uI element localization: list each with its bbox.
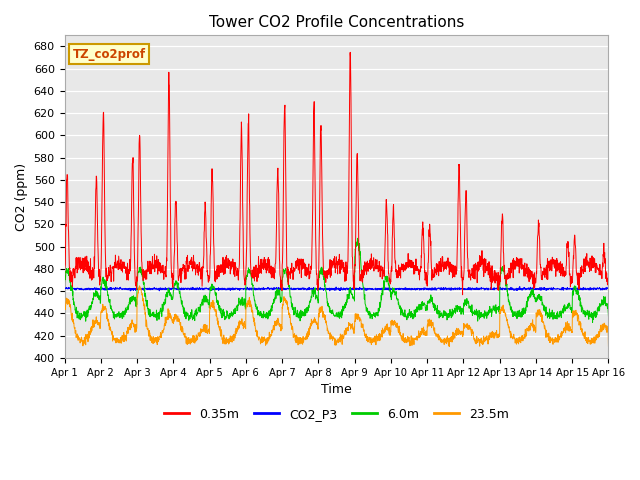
- Legend: 0.35m, CO2_P3, 6.0m, 23.5m: 0.35m, CO2_P3, 6.0m, 23.5m: [159, 403, 514, 426]
- Y-axis label: CO2 (ppm): CO2 (ppm): [15, 163, 28, 230]
- Title: Tower CO2 Profile Concentrations: Tower CO2 Profile Concentrations: [209, 15, 464, 30]
- Text: TZ_co2prof: TZ_co2prof: [73, 48, 146, 61]
- X-axis label: Time: Time: [321, 383, 352, 396]
